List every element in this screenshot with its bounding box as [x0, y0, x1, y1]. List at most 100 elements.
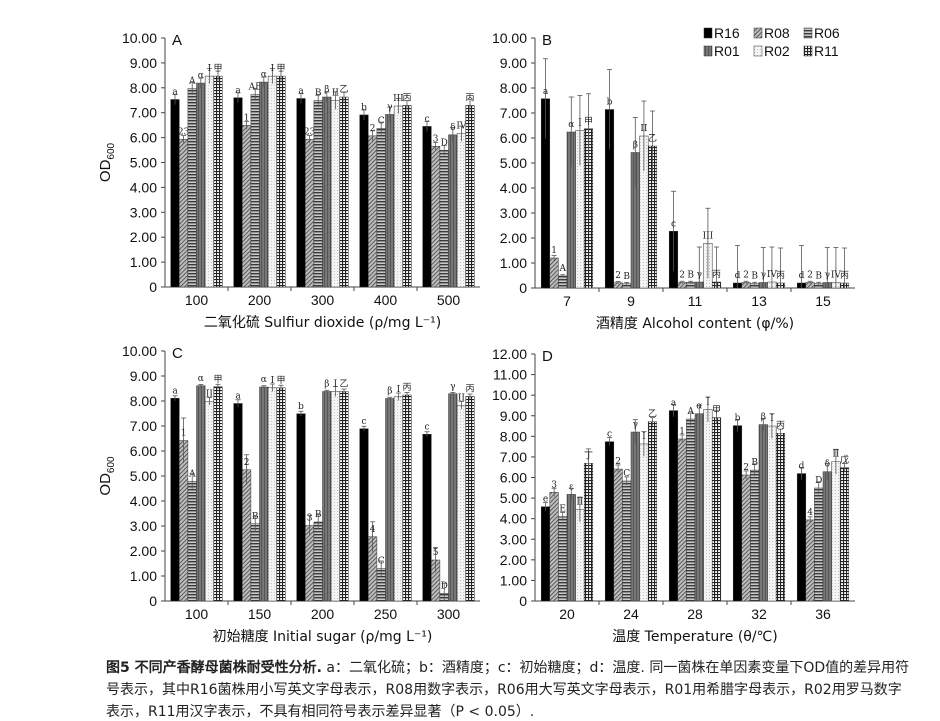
legend-swatch-r16 — [703, 27, 713, 39]
x-tick-label: 100 — [185, 292, 209, 308]
significance-label: 丁 — [584, 451, 593, 461]
y-tick-label: 5.00 — [130, 468, 157, 484]
y-axis-label-subscript: 600 — [106, 456, 117, 473]
bar-r08 — [613, 468, 623, 602]
significance-label: 丙 — [465, 92, 474, 103]
bar-r16 — [359, 428, 369, 602]
significance-label: β — [761, 413, 766, 423]
significance-label: C — [378, 557, 385, 567]
bar-r06 — [439, 150, 449, 288]
y-tick-label: 3.00 — [500, 531, 527, 547]
bar-r06 — [558, 275, 568, 289]
significance-label: II — [832, 450, 840, 460]
bar-r02 — [639, 443, 649, 602]
significance-label: B — [623, 272, 630, 282]
significance-label: 3 — [551, 480, 557, 490]
bar-r16 — [170, 398, 180, 602]
bar-r08 — [741, 474, 751, 602]
y-tick-label: 6.00 — [500, 470, 527, 486]
legend-label: R08 — [764, 25, 790, 41]
legend-swatch-r06 — [803, 27, 813, 39]
y-tick-label: 1.00 — [130, 568, 157, 584]
y-tick-label: 3.00 — [130, 518, 157, 534]
bar-r02 — [456, 405, 466, 602]
significance-label: B — [252, 512, 259, 522]
significance-label: α — [261, 375, 267, 385]
bar-r01 — [322, 96, 332, 288]
y-tick-label: 6.00 — [130, 130, 157, 146]
chart-panel-d: 0 1.00 2.00 3.00 4.00 5.00 6.00 7.00 8.00 9.00 10.… — [492, 346, 855, 645]
y-tick-label: 8.00 — [130, 80, 157, 96]
bar-r11 — [775, 432, 786, 602]
y-tick-label: 7.00 — [130, 418, 157, 434]
significance-label: I — [334, 380, 338, 390]
x-tick-label: 28 — [687, 606, 703, 622]
y-tick-label: 4.00 — [130, 179, 157, 195]
significance-label: 甲 — [276, 375, 285, 386]
bar-r01 — [822, 471, 832, 602]
y-tick-label: 9.00 — [500, 408, 527, 424]
significance-label: B — [315, 88, 322, 98]
y-tick-label: 8.00 — [500, 80, 527, 96]
bar-r08 — [305, 139, 315, 288]
x-tick-label: 11 — [688, 293, 703, 309]
significance-label: 乙 — [648, 409, 657, 420]
significance-label: B — [751, 272, 758, 282]
significance-label: III — [393, 94, 404, 104]
significance-label: c — [424, 114, 429, 124]
panel-label: C — [172, 345, 183, 362]
x-axis-label: 温度 Temperature (θ/℃) — [612, 629, 778, 645]
bar-r06 — [750, 469, 760, 602]
y-tick-label: 7.00 — [130, 105, 157, 121]
significance-label: c — [424, 422, 429, 432]
x-tick-label: 400 — [374, 292, 398, 308]
caption-title: 图5 不同产香酵母菌株耐受性分析. — [106, 660, 322, 676]
y-tick-label: 10.00 — [122, 30, 157, 46]
bar-r01 — [448, 134, 458, 288]
y-tick-label: 0 — [149, 279, 157, 295]
x-tick-label: 150 — [248, 606, 272, 622]
x-tick-label: 250 — [374, 606, 398, 622]
y-tick-label: 7.00 — [500, 449, 527, 465]
y-tick-label: 8.00 — [500, 428, 527, 444]
significance-label: 2 — [743, 271, 749, 281]
bar-r02 — [204, 401, 214, 602]
caption-text-2: 号表示，其中R16菌株用小写英文字母表示，R08用数字表示，R06用大写英文字母… — [106, 682, 902, 698]
bar-r02 — [330, 100, 340, 288]
significance-label: B — [687, 271, 694, 281]
bar-r02 — [831, 461, 841, 602]
y-tick-label: 2.00 — [500, 552, 527, 568]
significance-label: a — [172, 88, 178, 98]
chart-panel-b: 0 1.00 2.00 3.00 4.00 5.00 6.00 7.00 8.00 9.00 10.… — [492, 25, 855, 332]
bar-r06 — [686, 418, 696, 602]
bar-r11 — [276, 75, 286, 288]
significance-label: 戊 — [840, 454, 849, 466]
y-tick-label: 2.00 — [130, 543, 157, 559]
y-tick-label: 5.00 — [130, 155, 157, 171]
significance-label: IV — [767, 270, 778, 280]
significance-label: γ — [825, 271, 830, 281]
legend-label: R06 — [814, 25, 840, 41]
significance-label: γ — [697, 270, 702, 280]
y-tick-label: 4.00 — [500, 180, 527, 196]
significance-label: A — [188, 77, 196, 87]
significance-label: 丙 — [840, 270, 849, 281]
bar-r02 — [393, 396, 403, 602]
y-tick-label: 11.00 — [493, 367, 527, 383]
bar-r02 — [575, 509, 585, 602]
y-tick-label: 7.00 — [500, 105, 527, 121]
significance-label: IV — [831, 271, 842, 281]
bar-r06 — [558, 516, 568, 602]
bar-r01 — [196, 82, 206, 288]
y-tick-label: 0 — [149, 593, 157, 609]
significance-label: 2 — [244, 458, 250, 468]
significance-label: 1 — [679, 427, 685, 437]
y-tick-label: 1.00 — [500, 572, 527, 588]
bar-r16 — [422, 434, 432, 602]
significance-label: 3 — [433, 134, 439, 144]
significance-label: 23 — [178, 127, 190, 137]
significance-label: γ — [387, 102, 392, 112]
legend-swatch-r11 — [803, 45, 813, 57]
significance-label: AB — [248, 83, 262, 93]
y-axis-label-main: OD — [97, 473, 114, 496]
